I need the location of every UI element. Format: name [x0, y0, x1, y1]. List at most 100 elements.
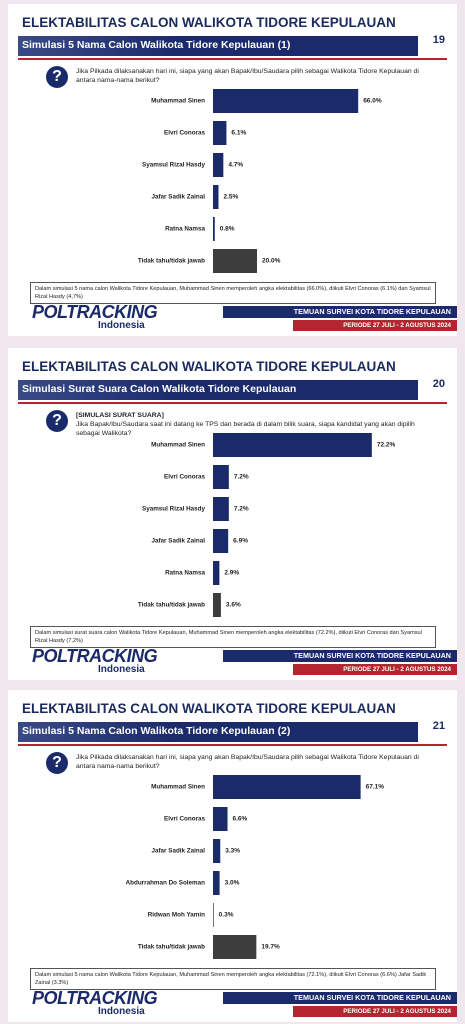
brand-logo: POLTRACKING: [32, 646, 158, 666]
question-icon: ?: [46, 66, 68, 88]
brand-sub: Indonesia: [98, 664, 145, 675]
bar: [213, 807, 228, 831]
value-label: 0.8%: [220, 226, 235, 233]
bar: [213, 935, 257, 959]
category-label: Tidak tahu/tidak jawab: [138, 944, 205, 951]
question-text: Jika Pilkada dilaksanakan hari ini, siap…: [76, 68, 419, 84]
slide-subtitle: Simulasi Surat Suara Calon Walikota Tido…: [22, 383, 297, 395]
subtitle-band: [18, 36, 418, 56]
value-label: 6.6%: [233, 816, 248, 823]
summary-note: Dalam simulasi 5 nama calon Walikota Tid…: [30, 968, 436, 990]
bar: [213, 217, 215, 241]
category-label: Ratna Namsa: [165, 226, 205, 233]
summary-note: Dalam simulasi surat suara calon Walikot…: [30, 626, 436, 648]
page-number: 21: [432, 720, 445, 732]
footer-title: TEMUAN SURVEI KOTA TIDORE KEPULAUAN: [223, 992, 457, 1004]
brand-sub: Indonesia: [98, 320, 145, 331]
question: Jika Pilkada dilaksanakan hari ini, siap…: [76, 67, 426, 85]
bar-chart: Muhammad Sinen 66.0% Elvri Conoras 6.1% Syam…: [138, 89, 382, 273]
category-label: Syamsul Rizal Hasdy: [142, 506, 205, 513]
value-label: 72.2%: [377, 442, 396, 449]
bar: [213, 121, 227, 145]
value-label: 19.7%: [261, 944, 280, 951]
value-label: 4.7%: [228, 162, 243, 169]
footer-period: PERIODE 27 JULI - 2 AGUSTUS 2024: [293, 1006, 457, 1017]
footer-title: TEMUAN SURVEI KOTA TIDORE KEPULAUAN: [223, 650, 457, 662]
slide: ELEKTABILITAS CALON WALIKOTA TIDORE KEPU…: [8, 690, 457, 1022]
value-label: 3.6%: [226, 602, 241, 609]
footer-period: PERIODE 27 JULI - 2 AGUSTUS 2024: [293, 320, 457, 331]
category-label: Tidak tahu/tidak jawab: [138, 258, 205, 265]
value-label: 3.3%: [225, 848, 240, 855]
bar: [213, 903, 214, 927]
footer-title: TEMUAN SURVEI KOTA TIDORE KEPULAUAN: [223, 306, 457, 318]
slide-title: ELEKTABILITAS CALON WALIKOTA TIDORE KEPU…: [22, 701, 396, 716]
value-label: 0.3%: [219, 912, 234, 919]
subtitle-band: [18, 380, 418, 400]
bar: [213, 561, 220, 585]
bar-chart: Muhammad Sinen 72.2% Elvri Conoras 7.2% Syam…: [138, 433, 396, 617]
category-label: Muhammad Sinen: [151, 98, 205, 105]
category-label: Jafar Sadik Zainal: [151, 194, 205, 201]
slide-subtitle: Simulasi 5 Nama Calon Walikota Tidore Ke…: [22, 725, 291, 737]
bar: [213, 871, 220, 895]
category-label: Jafar Sadik Zainal: [151, 848, 205, 855]
category-label: Abdurrahman Do Soleman: [126, 880, 206, 887]
category-label: Tidak tahu/tidak jawab: [138, 602, 205, 609]
value-label: 6.1%: [231, 130, 246, 137]
bar: [213, 775, 361, 799]
value-label: 67.1%: [366, 784, 385, 791]
bar: [213, 185, 219, 209]
page-number: 19: [432, 34, 445, 46]
slide: ELEKTABILITAS CALON WALIKOTA TIDORE KEPU…: [8, 348, 457, 680]
bar: [213, 497, 229, 521]
slide-title: ELEKTABILITAS CALON WALIKOTA TIDORE KEPU…: [22, 359, 396, 374]
value-label: 7.2%: [234, 506, 249, 513]
bar: [213, 465, 229, 489]
bar: [213, 89, 359, 113]
value-label: 7.2%: [234, 474, 249, 481]
slide-subtitle: Simulasi 5 Nama Calon Walikota Tidore Ke…: [22, 39, 291, 51]
value-label: 6.9%: [233, 538, 248, 545]
question-text: Jika Pilkada dilaksanakan hari ini, siap…: [76, 754, 419, 770]
page-number: 20: [432, 378, 445, 390]
question-text: Jika Bapak/Ibu/Saudara saat ini datang k…: [76, 421, 415, 437]
bar: [213, 593, 221, 617]
footer-period: PERIODE 27 JULI - 2 AGUSTUS 2024: [293, 664, 457, 675]
category-label: Muhammad Sinen: [151, 442, 205, 449]
header-rule: [18, 58, 447, 60]
value-label: 66.0%: [363, 98, 382, 105]
header-rule: [18, 402, 447, 404]
question-icon: ?: [46, 752, 68, 774]
category-label: Elvri Conoras: [164, 474, 205, 481]
bar: [213, 433, 372, 457]
slide: ELEKTABILITAS CALON WALIKOTA TIDORE KEPU…: [8, 4, 457, 336]
value-label: 20.0%: [262, 258, 281, 265]
category-label: Muhammad Sinen: [151, 784, 205, 791]
category-label: Ratna Namsa: [165, 570, 205, 577]
category-label: Syamsul Rizal Hasdy: [142, 162, 205, 169]
question: Jika Pilkada dilaksanakan hari ini, siap…: [76, 753, 426, 771]
value-label: 2.9%: [224, 570, 239, 577]
header-rule: [18, 744, 447, 746]
category-label: Ridwan Moh Yamin: [148, 912, 205, 919]
brand-sub: Indonesia: [98, 1006, 145, 1017]
question-label: [SIMULASI SURAT SUARA]: [76, 412, 164, 419]
category-label: Elvri Conoras: [164, 816, 205, 823]
brand-logo: POLTRACKING: [32, 988, 158, 1008]
question-icon: ?: [46, 410, 68, 432]
value-label: 3.0%: [225, 880, 240, 887]
bar: [213, 839, 221, 863]
bar-chart: Muhammad Sinen 67.1% Elvri Conoras 6.6% Jafa…: [126, 775, 385, 959]
question: [SIMULASI SURAT SUARA] Jika Bapak/Ibu/Sau…: [76, 411, 426, 438]
value-label: 2.5%: [224, 194, 239, 201]
category-label: Jafar Sadik Zainal: [151, 538, 205, 545]
bar: [213, 529, 229, 553]
bar: [213, 153, 224, 177]
subtitle-band: [18, 722, 418, 742]
slide-title: ELEKTABILITAS CALON WALIKOTA TIDORE KEPU…: [22, 15, 396, 30]
bar: [213, 249, 257, 273]
summary-note: Dalam simulasi 5 nama calon Walikota Tid…: [30, 282, 436, 304]
